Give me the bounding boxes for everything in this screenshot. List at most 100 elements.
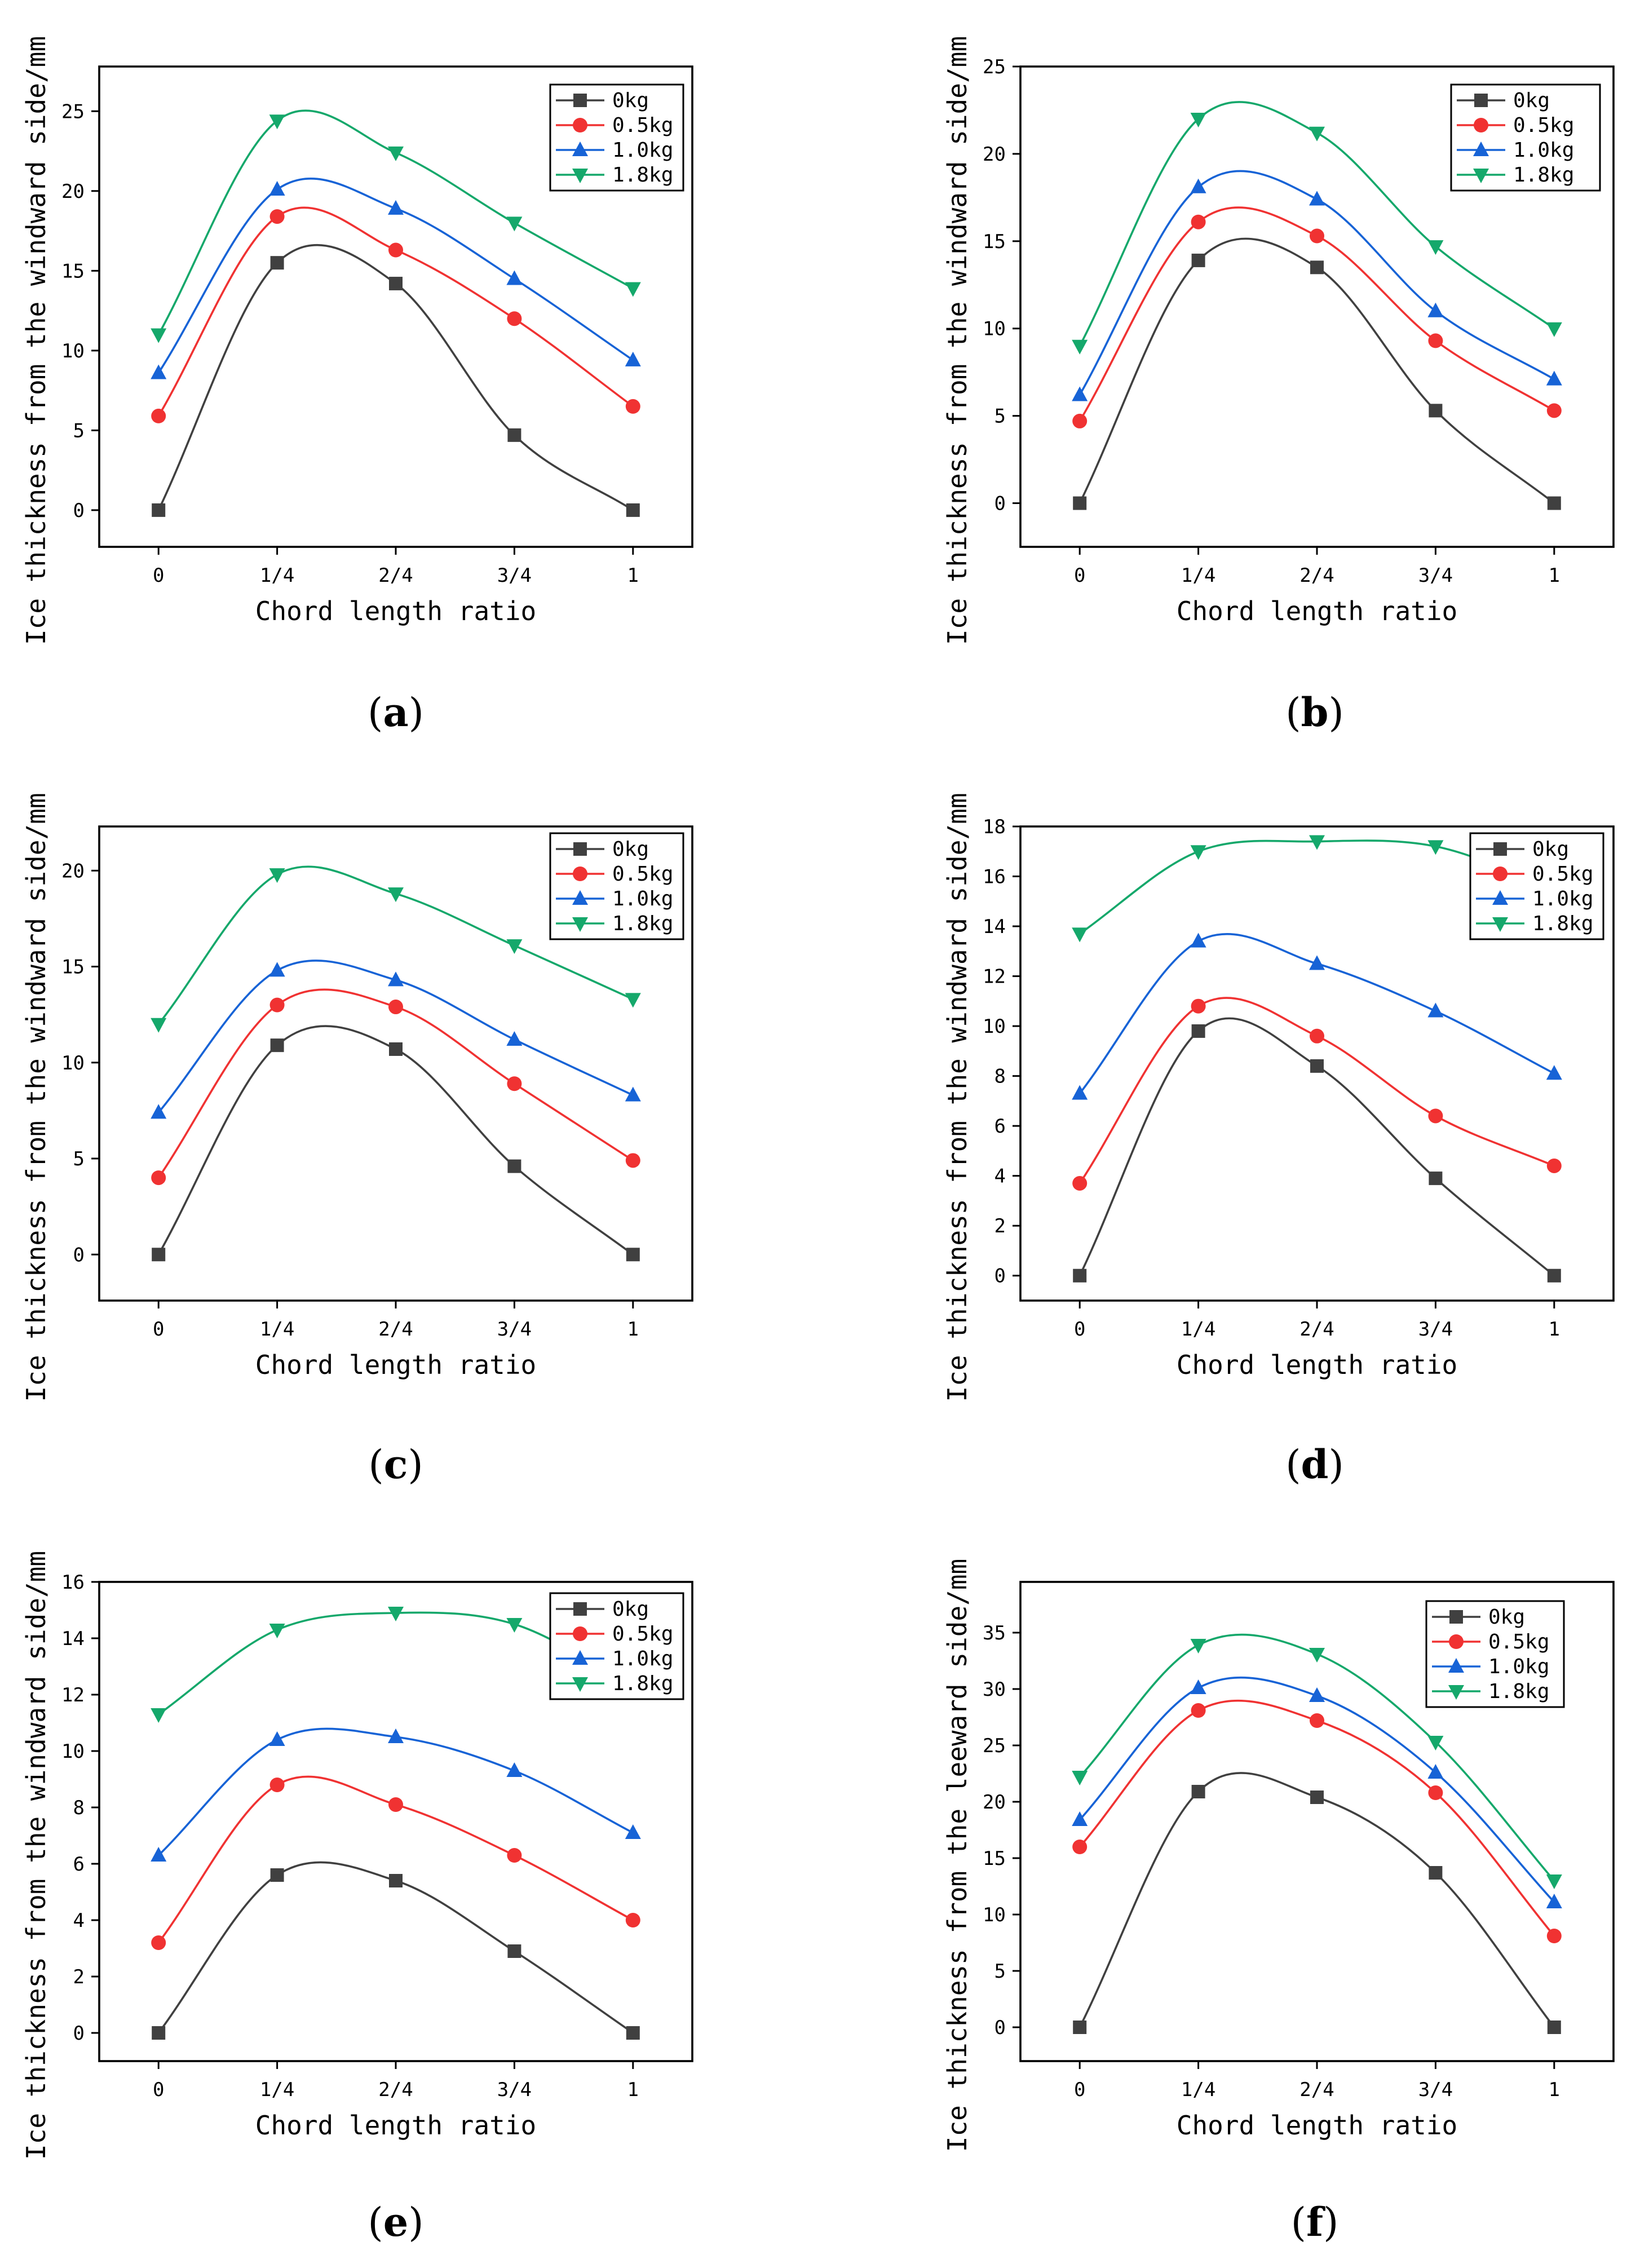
y-tick-label: 15 [983, 1847, 1006, 1870]
x-tick-label: 2/4 [1299, 1318, 1334, 1341]
y-tick-label: 14 [983, 916, 1006, 938]
data-point [388, 1728, 404, 1743]
data-point [506, 1031, 523, 1046]
legend-label: 1.8kg [612, 163, 673, 187]
y-tick-label: 20 [61, 180, 85, 203]
legend-frame [549, 832, 684, 940]
y-tick-label: 5 [994, 1960, 1006, 1983]
data-point [625, 399, 640, 414]
legend-label: 0kg [1513, 89, 1550, 112]
data-point [1546, 1894, 1562, 1908]
legend-label: 0.5kg [1532, 863, 1593, 886]
x-tick-label: 3/4 [1418, 2079, 1453, 2101]
series-1.8kg [1072, 1633, 1562, 1889]
y-tick-label: 0 [994, 493, 1006, 515]
series-line [157, 109, 634, 335]
data-point [625, 1086, 641, 1102]
data-point [151, 1847, 167, 1862]
legend-label: 1.8kg [612, 912, 673, 935]
data-point [506, 939, 523, 954]
caption-letter: b [1301, 689, 1329, 736]
y-tick-label: 5 [73, 419, 85, 442]
x-tick-label: 0 [1074, 1318, 1085, 1341]
series-1.0kg [1072, 932, 1562, 1100]
series-1.0kg [151, 1727, 641, 1862]
data-point [1310, 1790, 1324, 1804]
x-tick-label: 3/4 [497, 2079, 532, 2101]
x-tick-label: 2/4 [1299, 2079, 1334, 2101]
data-point [388, 242, 403, 258]
data-point [1547, 2021, 1561, 2034]
data-point [151, 1018, 167, 1033]
x-tick-label: 2/4 [378, 1318, 413, 1341]
data-point [152, 1248, 166, 1262]
series-line [157, 244, 634, 511]
y-tick-label: 16 [983, 866, 1006, 888]
data-point [506, 1762, 523, 1777]
series-line [157, 178, 634, 374]
panel-f: 0 5 10 15 20 25 30 35 0 1/4 2/4 3/4 1 Chord length ra… [942, 1559, 1615, 2245]
data-point [151, 408, 166, 423]
x-tick-label: 1 [1549, 2079, 1560, 2101]
panel-caption: (c) [368, 1441, 423, 1488]
data-point [269, 114, 285, 130]
series-0kg [152, 1025, 640, 1262]
x-tick-label: 3/4 [1418, 564, 1453, 587]
y-tick-label: 10 [983, 1904, 1006, 1926]
x-tick-label: 0 [153, 2079, 164, 2101]
data-point [1072, 1175, 1088, 1191]
y-tick-label: 2 [994, 1215, 1006, 1237]
series-line [157, 1861, 634, 2034]
data-point [1429, 1171, 1443, 1186]
data-point [1310, 260, 1324, 275]
y-axis-title: Ice thickness from the windward side/mm [21, 793, 51, 1402]
data-point [507, 1159, 521, 1173]
legend-label: 1.0kg [612, 887, 673, 910]
data-point [151, 364, 167, 379]
legend-label: 0kg [612, 838, 649, 861]
series-0.5kg [1072, 1699, 1562, 1943]
data-point [625, 1153, 640, 1168]
legend-marker [572, 1650, 588, 1665]
legend-marker [573, 1626, 587, 1641]
y-tick-label: 18 [983, 816, 1006, 838]
data-point [269, 1624, 285, 1638]
legend-label: 1.8kg [1513, 163, 1574, 187]
data-point [388, 971, 404, 987]
legend-marker [572, 142, 588, 156]
data-point [389, 1874, 403, 1887]
data-point [1310, 1713, 1324, 1728]
legend-label: 1.0kg [612, 139, 673, 162]
y-tick-label: 5 [73, 1148, 85, 1170]
data-point [270, 1868, 284, 1882]
caption-letter: e [383, 2199, 409, 2245]
data-point [1427, 1002, 1444, 1018]
data-point [507, 1944, 521, 1958]
data-point [270, 256, 284, 270]
y-tick-label: 4 [994, 1165, 1006, 1188]
data-point [626, 1248, 640, 1262]
data-point [152, 2026, 166, 2040]
data-point [1190, 932, 1206, 948]
x-tick-label: 0 [153, 1318, 164, 1341]
data-point [152, 503, 166, 517]
x-tick-label: 1 [1549, 1318, 1560, 1341]
data-point [388, 1607, 404, 1621]
data-point [1309, 1648, 1325, 1663]
data-point [388, 887, 404, 903]
y-axis-title: Ice thickness from the windward side/mm [942, 36, 972, 645]
x-axis-title: Chord length ratio [255, 1350, 537, 1380]
data-point [1428, 1785, 1443, 1800]
data-point [507, 1076, 522, 1091]
data-point [1190, 178, 1206, 193]
caption-letter: a [383, 689, 408, 736]
panel-caption: (f) [1291, 2199, 1339, 2245]
legend-marker [1448, 1658, 1464, 1673]
data-point [506, 270, 523, 285]
data-point [1309, 191, 1325, 206]
data-point [626, 503, 640, 517]
panel-caption: (b) [1285, 689, 1344, 736]
series-1.0kg [1072, 170, 1562, 401]
